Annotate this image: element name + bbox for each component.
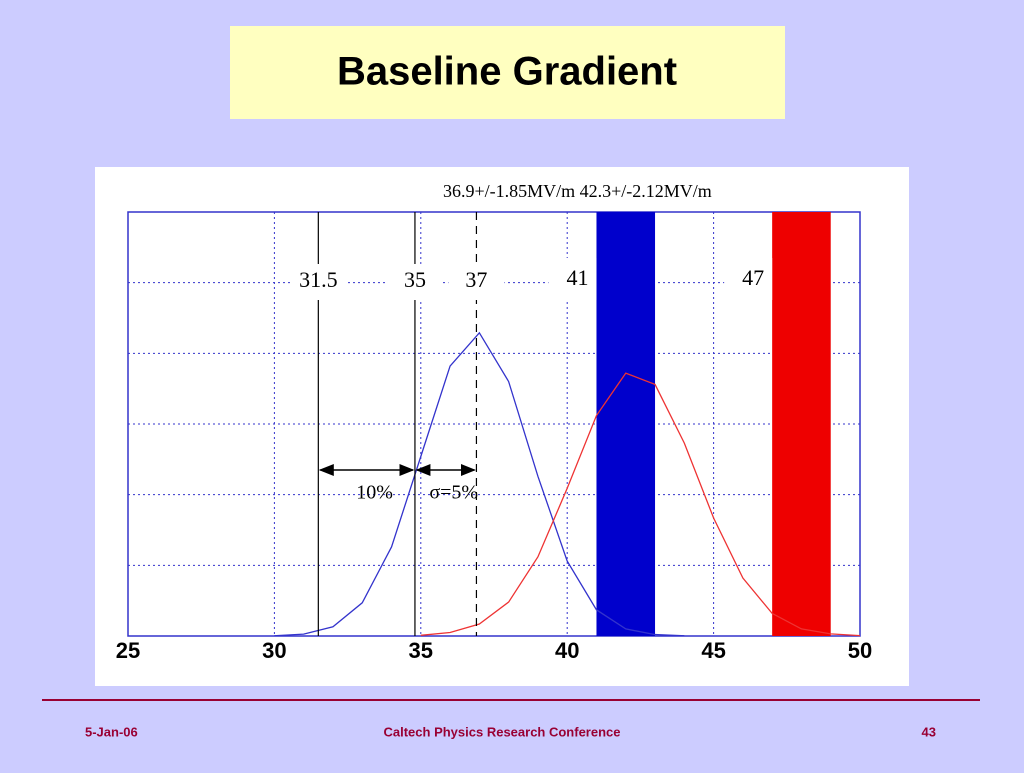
page-number: 43 [922, 724, 936, 739]
span-label: σ=5% [429, 482, 478, 504]
label-bg [724, 258, 773, 300]
span-label: 10% [356, 482, 393, 504]
annotation: 36.9+/-1.85MV/m 42.3+/-2.12MV/m [443, 181, 712, 201]
line-label: 35 [404, 267, 426, 292]
label-bg [448, 264, 505, 300]
x-tick-label: 50 [848, 638, 872, 663]
label-bg [386, 264, 443, 300]
x-tick-label: 45 [701, 638, 725, 663]
band-label: 41 [566, 265, 588, 290]
label-bg [290, 264, 347, 300]
band [596, 212, 656, 636]
x-tick-label: 35 [409, 638, 433, 663]
band-label: 47 [742, 265, 764, 290]
curve [420, 372, 861, 637]
footer-title: Caltech Physics Research Conference [384, 724, 621, 739]
band [772, 212, 831, 636]
x-tick-label: 40 [555, 638, 579, 663]
label-bg [548, 258, 597, 300]
x-tick-label: 25 [116, 638, 140, 663]
footer-date: 5-Jan-06 [85, 724, 138, 739]
plot-frame [127, 211, 861, 637]
x-tick-label: 30 [262, 638, 286, 663]
title-box [230, 26, 785, 119]
curve [274, 331, 685, 637]
line-label: 37 [465, 267, 487, 292]
slide-title: Baseline Gradient [337, 50, 677, 94]
line-label: 31.5 [299, 267, 338, 292]
